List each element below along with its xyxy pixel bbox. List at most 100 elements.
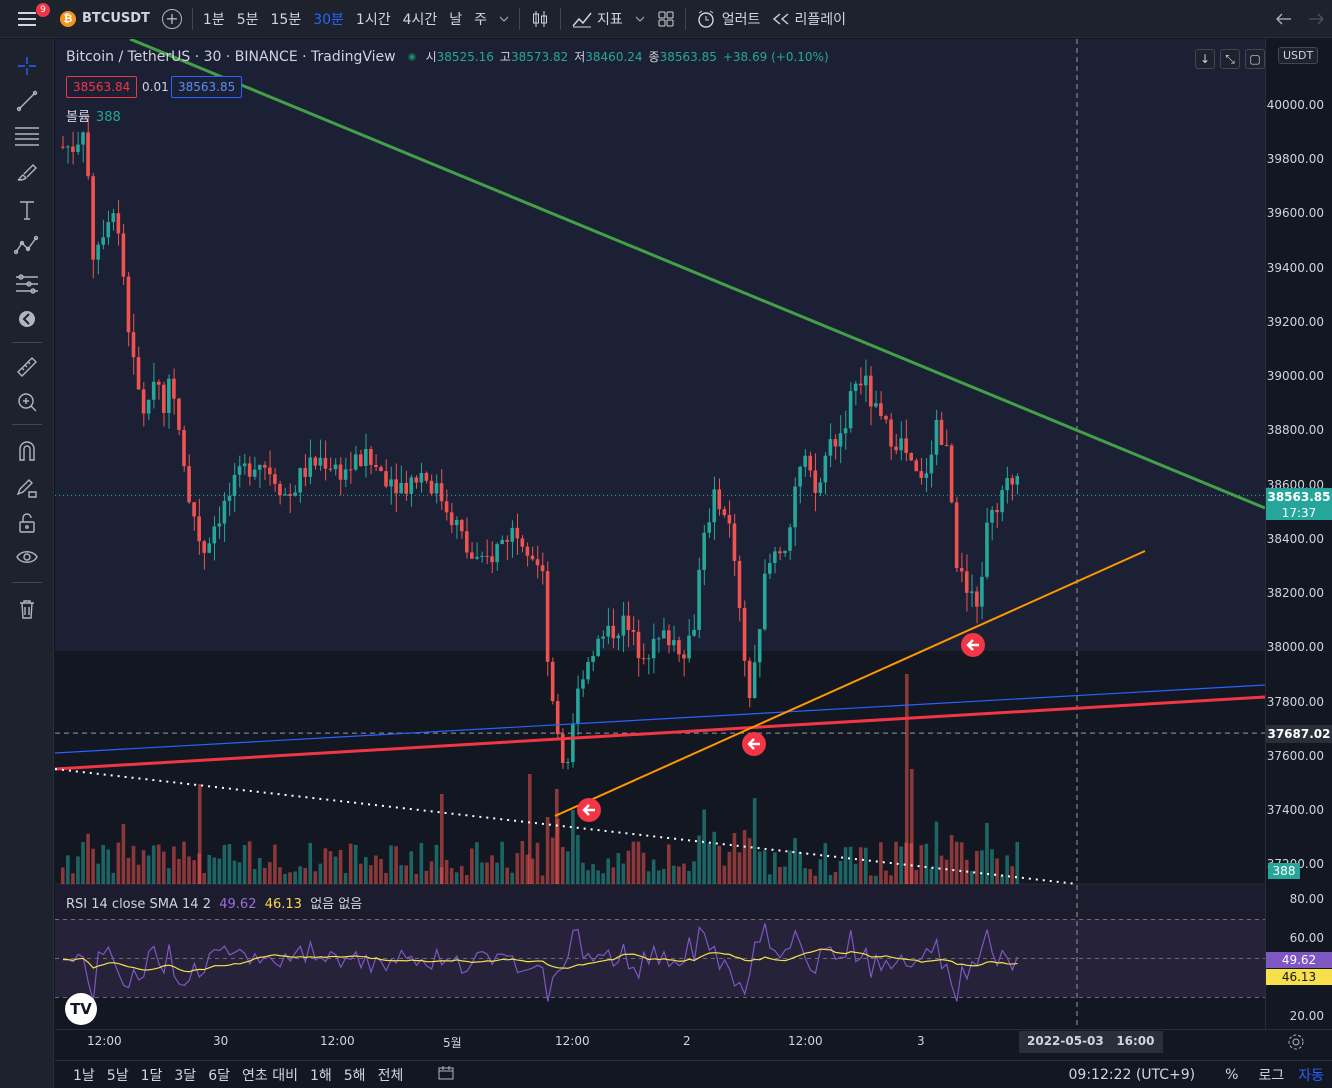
chart-pane[interactable]: ↓ ⤡ ▢ [55,39,1265,1054]
layout-button[interactable] [651,0,681,38]
range-1d[interactable]: 1날 [73,1067,95,1084]
interval-15m[interactable]: 15분 [270,11,302,28]
volume-bar [677,866,681,884]
divider [12,342,42,343]
pattern-tool[interactable] [0,229,54,259]
volume-bar [131,845,136,884]
redo-button[interactable] [1300,0,1332,38]
goto-date-button[interactable] [437,1065,455,1085]
volume-bar [66,855,70,884]
candle-body [212,526,217,544]
fib-tool[interactable] [0,121,54,151]
candle-body [651,638,656,659]
candle-body [550,661,555,702]
crosshair-tool[interactable] [0,51,54,81]
candle-body [429,480,434,494]
tradingview-logo[interactable]: 𝗧𝗩 [65,993,97,1025]
range-5d[interactable]: 5날 [106,1067,129,1084]
buy-price-button[interactable]: 38563.85 [171,76,243,98]
candle-body [242,463,247,467]
range-1y[interactable]: 1해 [309,1067,332,1084]
range-all[interactable]: 전체 [377,1067,404,1084]
scroll-down-button[interactable]: ↓ [1195,49,1215,69]
remove-drawings-tool[interactable] [0,594,54,624]
volume-bar [434,844,439,884]
candle-body [677,640,681,655]
lock-drawings-tool[interactable] [0,508,54,538]
magnet-tool[interactable] [0,436,54,466]
hide-drawings-tool[interactable] [0,542,54,572]
volume-bar [71,873,75,884]
candle-body [591,655,595,662]
volume-bar [773,852,777,884]
candle-body [939,419,944,445]
clock[interactable]: 09:12:22 (UTC+9) [1068,1066,1196,1083]
compare-button[interactable]: + [156,0,188,38]
volume-bar [1005,855,1009,884]
currency-selector[interactable]: USDT [1278,47,1319,64]
measure-tool[interactable] [0,352,54,382]
time-axis[interactable]: 12:00 30 12:00 5월 12:00 2 12:00 3 4 2022… [55,1029,1332,1054]
volume-bar [318,863,323,884]
sell-price-button[interactable]: 38563.84 [66,76,138,98]
auto-toggle[interactable]: 자동 [1298,1067,1324,1084]
indicators-dropdown[interactable] [629,0,651,38]
volume-bar [783,866,787,884]
volume-bar [560,846,565,884]
volume-bar [727,851,732,884]
range-ytd[interactable]: 연초 대비 [241,1067,298,1084]
candle-body [884,416,888,420]
volume-bar [96,863,100,884]
interval-5m[interactable]: 5분 [236,11,259,28]
interval-1m[interactable]: 1분 [202,11,225,28]
interval-dropdown[interactable] [493,0,515,38]
price-axis[interactable]: USDT 40000.00 39800.00 39600.00 39400.00 392… [1265,39,1332,1029]
alert-button[interactable]: 얼러트 [690,0,767,38]
range-6m[interactable]: 6달 [208,1067,230,1084]
candle-body [449,512,454,526]
brush-tool[interactable] [0,157,54,187]
drawings[interactable] [55,39,1265,885]
interval-1w[interactable]: 주 [474,11,488,28]
price-chart[interactable] [55,39,1265,1054]
symbol-title[interactable]: Bitcoin / TetherUS · 30 · BINANCE · Trad… [66,48,396,65]
separator [519,7,521,30]
chart-type-button[interactable] [524,0,556,38]
volume-bar [409,851,414,884]
volume-bar [1000,875,1004,884]
settings-button[interactable] [1287,1033,1305,1055]
stay-in-drawing-tool[interactable] [0,472,54,502]
replay-button[interactable]: 리플레이 [766,0,852,38]
interval-1d[interactable]: 날 [449,11,463,28]
eye-icon [16,551,38,563]
fullscreen-button[interactable]: ▢ [1245,49,1265,69]
undo-button[interactable] [1268,0,1300,38]
candle-body [384,471,388,487]
range-1m[interactable]: 1달 [140,1067,163,1084]
log-toggle[interactable]: 로그 [1258,1067,1285,1084]
volume-bar [338,849,343,884]
back-tool[interactable] [0,304,54,334]
prediction-tool[interactable] [0,269,54,299]
text-tool[interactable] [0,195,54,225]
interval-30m[interactable]: 30분 [313,11,344,28]
trendline-tool[interactable] [0,86,54,116]
volume-bar [348,843,353,884]
symbol-search-button[interactable]: ₿ BTCUSDT [54,0,156,38]
range-5y[interactable]: 5해 [343,1067,366,1084]
candle-body [333,464,338,470]
price-tick-label: 39800.00 [1266,152,1324,167]
redo-icon [1309,13,1324,25]
zoom-tool[interactable] [0,387,54,417]
candle-body [555,701,560,735]
interval-4h[interactable]: 4시간 [402,11,438,28]
range-3m[interactable]: 3달 [174,1067,197,1084]
candle-body [1000,490,1004,513]
percent-toggle[interactable]: % [1225,1066,1239,1083]
candle-body [252,469,257,477]
main-menu-button[interactable]: 9 [0,0,54,38]
maximize-button[interactable]: ⤡ [1220,49,1240,69]
indicators-button[interactable]: 지표 [565,0,629,38]
interval-1h[interactable]: 1시간 [355,11,391,28]
volume-bar [905,674,909,884]
